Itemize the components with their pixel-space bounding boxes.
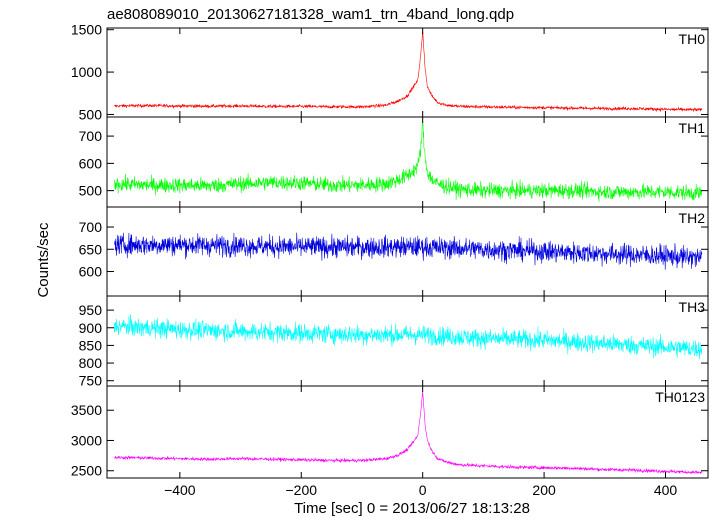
x-axis-label: Time [sec] 0 = 2013/06/27 18:13:28 xyxy=(294,500,530,516)
chart-title: ae808089010_20130627181328_wam1_trn_4ban… xyxy=(107,6,514,23)
y-tick-label: 850 xyxy=(79,337,103,353)
y-tick-label: 900 xyxy=(79,320,103,336)
panel-label-th0: TH0 xyxy=(679,31,706,47)
series-line-th0123 xyxy=(114,391,702,474)
y-tick-label: 600 xyxy=(79,264,103,280)
y-tick-label: 650 xyxy=(79,241,103,257)
y-tick-label: 700 xyxy=(79,219,103,235)
x-tick-label: −200 xyxy=(285,482,317,498)
y-tick-label: 2500 xyxy=(71,463,102,479)
y-tick-label: 800 xyxy=(79,355,103,371)
panels: 500 1000 1500 TH0 500 600 700 TH1 600 650 700 TH2 75… xyxy=(71,22,708,498)
y-tick-label: 500 xyxy=(79,106,103,122)
y-axis-label: Counts/sec xyxy=(35,222,52,298)
y-tick-label: 3500 xyxy=(71,402,102,418)
series-line-th3 xyxy=(114,314,702,359)
y-tick-label: 600 xyxy=(79,155,103,171)
y-tick-label: 1000 xyxy=(71,64,102,80)
panel-frame xyxy=(107,28,708,117)
y-tick-label: 950 xyxy=(79,302,103,318)
panel-label-th0123: TH0123 xyxy=(655,389,705,405)
y-tick-label: 1500 xyxy=(71,22,102,38)
x-tick-label: 400 xyxy=(654,482,678,498)
x-tick-label: 0 xyxy=(419,482,427,498)
y-tick-label: 3000 xyxy=(71,432,102,448)
x-tick-label: 200 xyxy=(532,482,556,498)
series-line-th1 xyxy=(114,122,702,202)
series-line-th0 xyxy=(114,31,702,111)
panel-label-th1: TH1 xyxy=(679,120,706,136)
panel-frame xyxy=(107,207,708,296)
y-tick-label: 700 xyxy=(79,128,103,144)
y-tick-label: 500 xyxy=(79,183,103,199)
panel-label-th3: TH3 xyxy=(679,299,706,315)
x-tick-label: −400 xyxy=(164,482,196,498)
panel-label-th2: TH2 xyxy=(679,210,706,226)
y-tick-label: 750 xyxy=(79,373,103,389)
series-line-th2 xyxy=(114,233,702,270)
panel-frame xyxy=(107,296,708,386)
panel-frame xyxy=(107,386,708,478)
